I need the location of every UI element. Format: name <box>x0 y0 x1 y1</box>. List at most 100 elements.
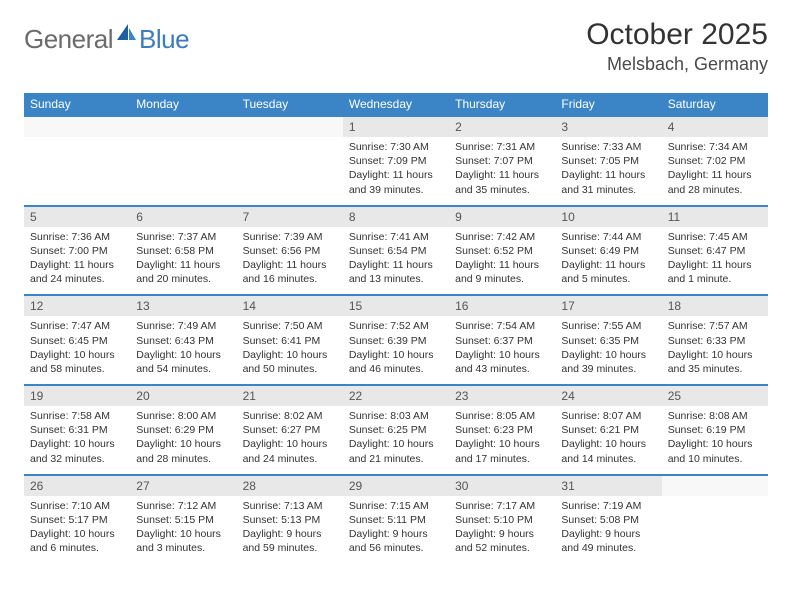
day-number-cell: 30 <box>449 475 555 496</box>
day-number-cell: 24 <box>555 385 661 406</box>
sunset-text: Sunset: 5:10 PM <box>455 513 549 527</box>
day-number-row: 567891011 <box>24 206 768 227</box>
sunrise-text: Sunrise: 7:49 AM <box>136 319 230 333</box>
daylight-text-1: Daylight: 10 hours <box>243 437 337 451</box>
sunset-text: Sunset: 5:15 PM <box>136 513 230 527</box>
sunrise-text: Sunrise: 7:55 AM <box>561 319 655 333</box>
daylight-text-2: and 46 minutes. <box>349 362 443 376</box>
day-detail-cell: Sunrise: 8:07 AMSunset: 6:21 PMDaylight:… <box>555 406 661 475</box>
day-detail-cell: Sunrise: 7:15 AMSunset: 5:11 PMDaylight:… <box>343 496 449 564</box>
daylight-text-2: and 56 minutes. <box>349 541 443 555</box>
sunrise-text: Sunrise: 7:39 AM <box>243 230 337 244</box>
weekday-header: Saturday <box>662 93 768 116</box>
day-number-cell: 28 <box>237 475 343 496</box>
sunset-text: Sunset: 6:47 PM <box>668 244 762 258</box>
day-detail-cell: Sunrise: 7:30 AMSunset: 7:09 PMDaylight:… <box>343 137 449 206</box>
sunset-text: Sunset: 7:09 PM <box>349 154 443 168</box>
daylight-text-1: Daylight: 10 hours <box>136 348 230 362</box>
day-number-cell: 18 <box>662 295 768 316</box>
daylight-text-2: and 21 minutes. <box>349 452 443 466</box>
day-detail-cell: Sunrise: 7:41 AMSunset: 6:54 PMDaylight:… <box>343 227 449 296</box>
day-detail-row: Sunrise: 7:58 AMSunset: 6:31 PMDaylight:… <box>24 406 768 475</box>
daylight-text-2: and 5 minutes. <box>561 272 655 286</box>
sunrise-text: Sunrise: 8:05 AM <box>455 409 549 423</box>
daylight-text-2: and 24 minutes. <box>243 452 337 466</box>
day-detail-cell: Sunrise: 7:34 AMSunset: 7:02 PMDaylight:… <box>662 137 768 206</box>
day-number-cell: 7 <box>237 206 343 227</box>
daylight-text-1: Daylight: 9 hours <box>349 527 443 541</box>
day-detail-cell: Sunrise: 7:54 AMSunset: 6:37 PMDaylight:… <box>449 316 555 385</box>
day-detail-cell: Sunrise: 7:19 AMSunset: 5:08 PMDaylight:… <box>555 496 661 564</box>
sunset-text: Sunset: 6:45 PM <box>30 334 124 348</box>
day-number-row: 1234 <box>24 116 768 137</box>
daylight-text-2: and 54 minutes. <box>136 362 230 376</box>
day-detail-cell <box>130 137 236 206</box>
day-number-cell: 29 <box>343 475 449 496</box>
daylight-text-1: Daylight: 10 hours <box>561 437 655 451</box>
day-number-cell: 26 <box>24 475 130 496</box>
day-number-cell: 2 <box>449 116 555 137</box>
day-detail-cell <box>662 496 768 564</box>
daylight-text-1: Daylight: 10 hours <box>30 437 124 451</box>
day-detail-cell: Sunrise: 7:13 AMSunset: 5:13 PMDaylight:… <box>237 496 343 564</box>
weekday-header: Wednesday <box>343 93 449 116</box>
daylight-text-2: and 39 minutes. <box>561 362 655 376</box>
weekday-header: Thursday <box>449 93 555 116</box>
daylight-text-2: and 3 minutes. <box>136 541 230 555</box>
day-detail-row: Sunrise: 7:47 AMSunset: 6:45 PMDaylight:… <box>24 316 768 385</box>
daylight-text-1: Daylight: 11 hours <box>243 258 337 272</box>
day-detail-row: Sunrise: 7:36 AMSunset: 7:00 PMDaylight:… <box>24 227 768 296</box>
daylight-text-2: and 16 minutes. <box>243 272 337 286</box>
day-number-cell: 21 <box>237 385 343 406</box>
day-number-cell: 10 <box>555 206 661 227</box>
daylight-text-2: and 13 minutes. <box>349 272 443 286</box>
sunset-text: Sunset: 6:58 PM <box>136 244 230 258</box>
sunset-text: Sunset: 6:29 PM <box>136 423 230 437</box>
daylight-text-2: and 35 minutes. <box>455 183 549 197</box>
daylight-text-2: and 10 minutes. <box>668 452 762 466</box>
sunset-text: Sunset: 6:49 PM <box>561 244 655 258</box>
day-number-cell: 13 <box>130 295 236 316</box>
sunrise-text: Sunrise: 8:02 AM <box>243 409 337 423</box>
day-detail-cell: Sunrise: 7:49 AMSunset: 6:43 PMDaylight:… <box>130 316 236 385</box>
location: Melsbach, Germany <box>586 54 768 75</box>
sunset-text: Sunset: 6:56 PM <box>243 244 337 258</box>
day-number-cell: 22 <box>343 385 449 406</box>
sunset-text: Sunset: 5:11 PM <box>349 513 443 527</box>
day-number-cell: 9 <box>449 206 555 227</box>
daylight-text-1: Daylight: 11 hours <box>349 168 443 182</box>
day-detail-row: Sunrise: 7:10 AMSunset: 5:17 PMDaylight:… <box>24 496 768 564</box>
sunrise-text: Sunrise: 8:08 AM <box>668 409 762 423</box>
sunrise-text: Sunrise: 7:33 AM <box>561 140 655 154</box>
day-number-cell: 14 <box>237 295 343 316</box>
day-number-row: 19202122232425 <box>24 385 768 406</box>
daylight-text-1: Daylight: 11 hours <box>561 168 655 182</box>
day-number-cell: 20 <box>130 385 236 406</box>
daylight-text-1: Daylight: 11 hours <box>455 258 549 272</box>
daylight-text-1: Daylight: 10 hours <box>30 348 124 362</box>
sunrise-text: Sunrise: 7:15 AM <box>349 499 443 513</box>
day-detail-cell: Sunrise: 7:31 AMSunset: 7:07 PMDaylight:… <box>449 137 555 206</box>
day-detail-cell: Sunrise: 7:55 AMSunset: 6:35 PMDaylight:… <box>555 316 661 385</box>
daylight-text-1: Daylight: 10 hours <box>561 348 655 362</box>
sunrise-text: Sunrise: 7:50 AM <box>243 319 337 333</box>
brand-sail-icon <box>117 24 137 47</box>
daylight-text-2: and 35 minutes. <box>668 362 762 376</box>
daylight-text-2: and 28 minutes. <box>136 452 230 466</box>
sunrise-text: Sunrise: 7:52 AM <box>349 319 443 333</box>
daylight-text-1: Daylight: 10 hours <box>136 527 230 541</box>
sunrise-text: Sunrise: 7:31 AM <box>455 140 549 154</box>
brand-part2: Blue <box>139 24 189 55</box>
sunrise-text: Sunrise: 7:10 AM <box>30 499 124 513</box>
day-number-cell <box>662 475 768 496</box>
day-detail-cell: Sunrise: 8:08 AMSunset: 6:19 PMDaylight:… <box>662 406 768 475</box>
day-detail-cell: Sunrise: 7:37 AMSunset: 6:58 PMDaylight:… <box>130 227 236 296</box>
day-detail-cell: Sunrise: 7:47 AMSunset: 6:45 PMDaylight:… <box>24 316 130 385</box>
daylight-text-2: and 58 minutes. <box>30 362 124 376</box>
day-detail-cell: Sunrise: 7:36 AMSunset: 7:00 PMDaylight:… <box>24 227 130 296</box>
sunset-text: Sunset: 6:43 PM <box>136 334 230 348</box>
day-number-cell: 25 <box>662 385 768 406</box>
daylight-text-1: Daylight: 11 hours <box>30 258 124 272</box>
day-detail-cell: Sunrise: 8:02 AMSunset: 6:27 PMDaylight:… <box>237 406 343 475</box>
day-number-cell: 16 <box>449 295 555 316</box>
